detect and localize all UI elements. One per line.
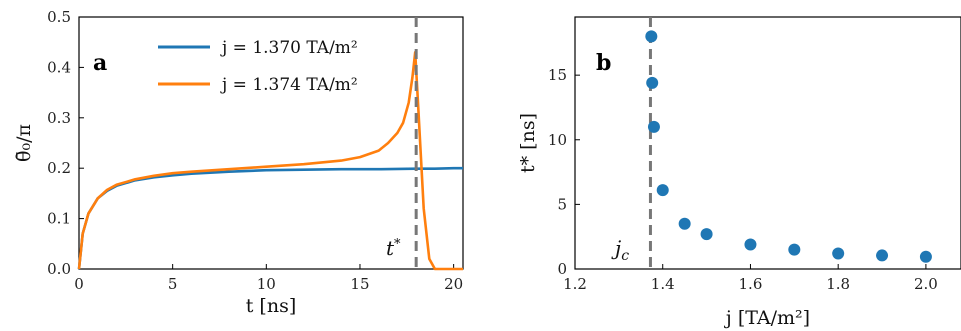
panel-b-ylabel: t* [ns]	[517, 113, 539, 173]
y-tick-label: 0.0	[47, 260, 71, 278]
data-point	[645, 30, 658, 43]
panel-a-legend: j = 1.370 TA/m² j = 1.374 TA/m²	[158, 38, 358, 95]
panel-a-y-ticks: 0.0 0.1 0.2 0.3 0.4 0.5	[47, 8, 84, 278]
x-tick-label: 5	[168, 275, 178, 293]
y-tick-label: 0	[557, 260, 567, 278]
panel-a-frame	[78, 16, 464, 270]
panel-a-ylabel: θ̄₀/π	[13, 124, 35, 162]
panel-b-y-ticks: 0 5 10 15	[548, 66, 580, 278]
data-point	[876, 249, 889, 262]
panel-a-xlabel: t [ns]	[246, 295, 297, 317]
series-line-2	[77, 50, 463, 271]
x-tick-label: 1.4	[651, 275, 675, 293]
panel-a-x-ticks: 0 5 10 15 20	[74, 264, 463, 293]
x-tick-label: 0	[74, 275, 84, 293]
data-point	[919, 250, 932, 263]
legend-label-2: j = 1.374 TA/m²	[220, 75, 358, 95]
series-line-1	[77, 166, 463, 270]
y-tick-label: 0.4	[47, 58, 71, 76]
x-tick-label: 2.0	[914, 275, 938, 293]
x-tick-label: 15	[350, 275, 369, 293]
y-tick-label: 0.5	[47, 8, 71, 26]
x-tick-label: 1.8	[826, 275, 850, 293]
y-tick-label: 10	[548, 131, 567, 149]
panel-b-x-ticks: 1.2 1.4 1.6 1.8 2.0	[563, 264, 938, 293]
panel-b-points	[645, 30, 932, 263]
data-point	[744, 238, 757, 251]
data-point	[788, 243, 801, 256]
panel-a-label: a	[93, 50, 107, 76]
x-tick-label: 10	[257, 275, 276, 293]
panel-b-label: b	[596, 50, 611, 76]
y-tick-label: 5	[557, 195, 567, 213]
x-tick-label: 1.6	[739, 275, 763, 293]
panel-b-frame	[574, 16, 961, 270]
panel-a-annotation: t*	[386, 236, 401, 260]
y-tick-label: 0.3	[47, 109, 71, 127]
y-tick-label: 0.2	[47, 159, 71, 177]
data-point	[646, 76, 659, 89]
panel-b-annotation: jc	[611, 236, 629, 264]
x-tick-label: 1.2	[563, 275, 587, 293]
legend-label-1: j = 1.370 TA/m²	[220, 38, 358, 58]
panel-b-xlabel: j [TA/m²]	[724, 307, 810, 329]
data-point	[700, 228, 713, 241]
panel-b: 1.2 1.4 1.6 1.8 2.0 0 5 10 15 b jc j [TA/m²] t*…	[517, 16, 961, 329]
data-point	[647, 120, 660, 133]
data-point	[678, 217, 691, 230]
y-tick-label: 15	[548, 66, 567, 84]
y-tick-label: 0.1	[47, 210, 71, 228]
panel-a: 0 5 10 15 20 0.0 0.1 0.2 0.3 0.4 0.5 a t* j = 1.3…	[13, 8, 464, 317]
data-point	[832, 247, 845, 260]
x-tick-label: 20	[444, 275, 463, 293]
data-point	[656, 184, 669, 197]
